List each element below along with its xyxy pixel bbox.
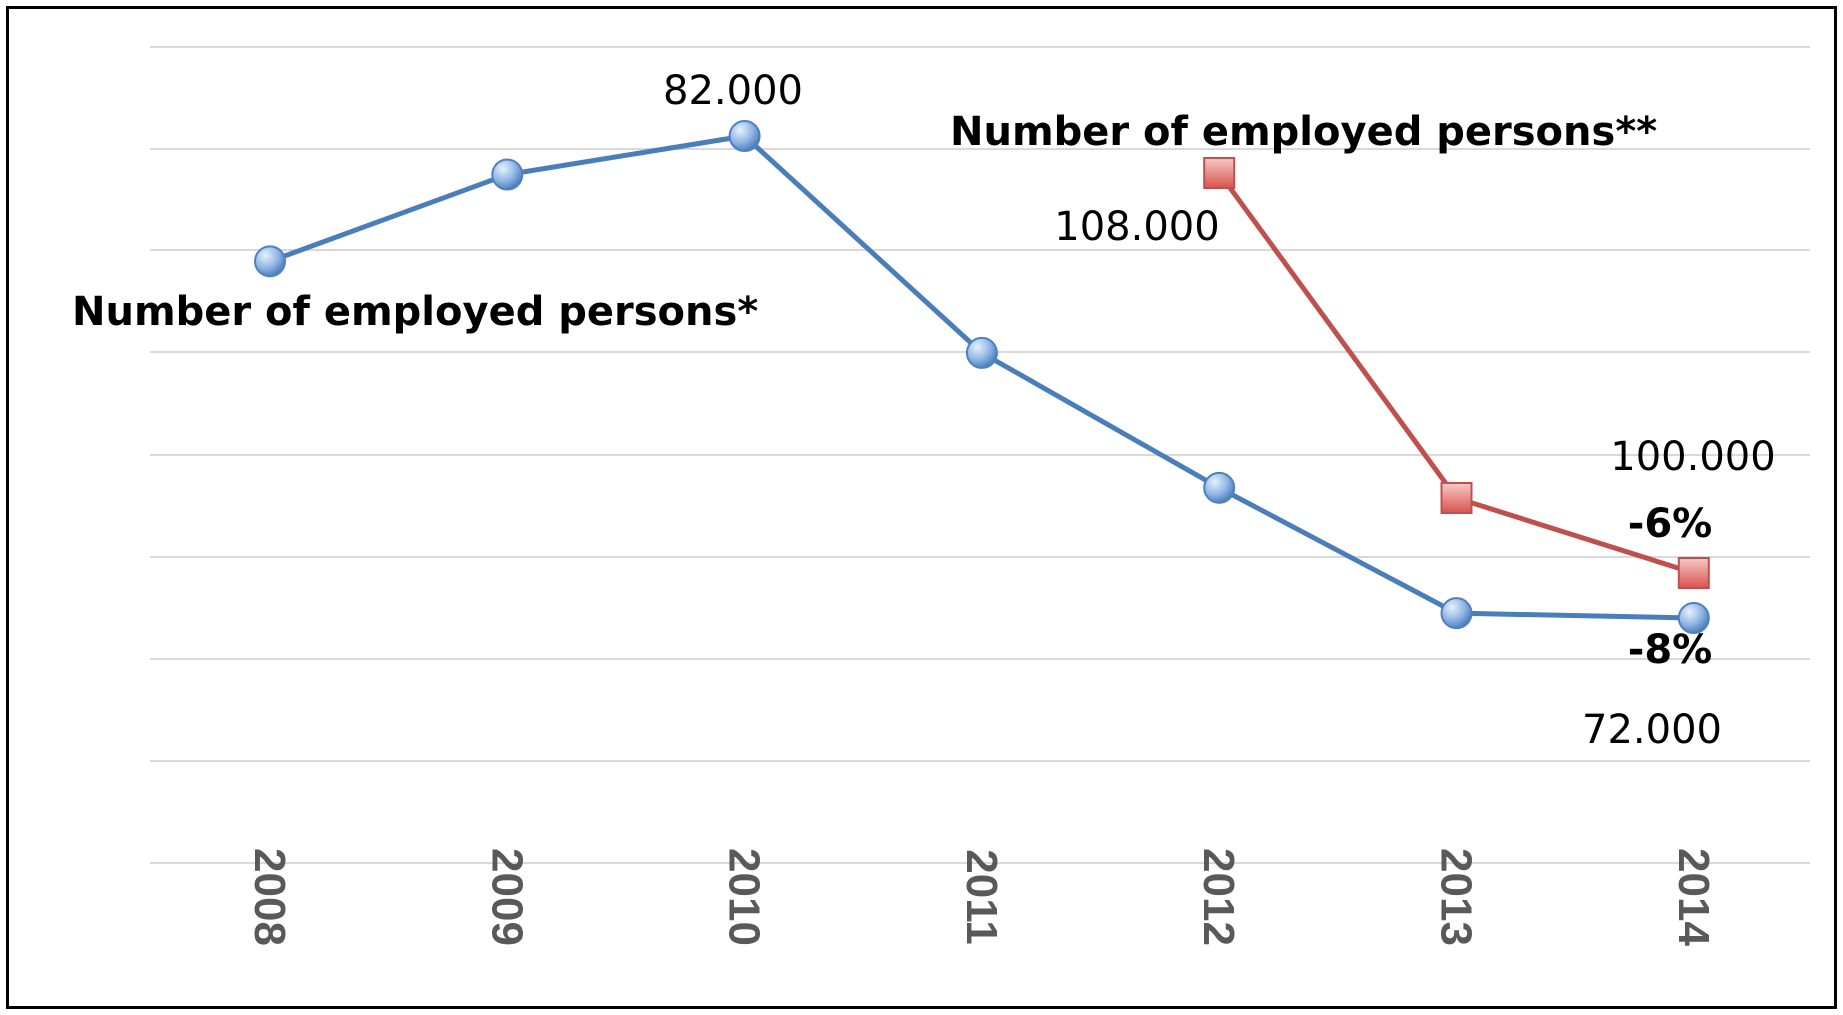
data-point-1-2011 xyxy=(965,336,998,369)
data-point-1-2013 xyxy=(1440,597,1473,630)
x-tick-label: 2008 xyxy=(245,848,294,946)
data-label-series1-change: -8% xyxy=(1628,627,1713,673)
data-point-2-2012 xyxy=(1203,157,1236,189)
x-tick-label: 2010 xyxy=(720,848,769,946)
x-tick-label: 2009 xyxy=(482,848,531,946)
data-label-peak: 82.000 xyxy=(663,68,803,114)
series-markers xyxy=(254,120,1710,634)
x-tick-label: 2012 xyxy=(1194,848,1243,946)
data-point-1-2012 xyxy=(1203,471,1236,504)
data-point-1-2010 xyxy=(728,120,761,152)
chart-frame xyxy=(6,6,1837,1009)
series-lines xyxy=(269,133,1695,621)
x-tick-label: 2013 xyxy=(1432,848,1481,946)
x-tick-label: 2011 xyxy=(957,849,1006,944)
data-label-series2-end: 100.000 xyxy=(1610,434,1775,480)
data-label-series1-end: 72.000 xyxy=(1582,707,1722,753)
gridlines xyxy=(150,46,1810,864)
data-point-2-2014 xyxy=(1677,557,1710,589)
data-point-1-2014 xyxy=(1677,602,1710,634)
series-label-employed-persons-2: Number of employed persons** xyxy=(950,109,1657,155)
data-label-series2-change: -6% xyxy=(1628,501,1713,547)
series-label-employed-persons-1: Number of employed persons* xyxy=(72,289,758,335)
series-line-1 xyxy=(269,133,1694,621)
x-axis-ticks: 2008 2009 2010 2011 2012 2013 2014 xyxy=(245,848,1718,946)
data-point-2-2013 xyxy=(1440,482,1473,514)
data-label-series2-start: 108.000 xyxy=(1054,204,1219,250)
data-point-1-2009 xyxy=(491,158,524,191)
x-tick-label: 2014 xyxy=(1669,848,1718,946)
data-point-1-2008 xyxy=(254,245,286,278)
